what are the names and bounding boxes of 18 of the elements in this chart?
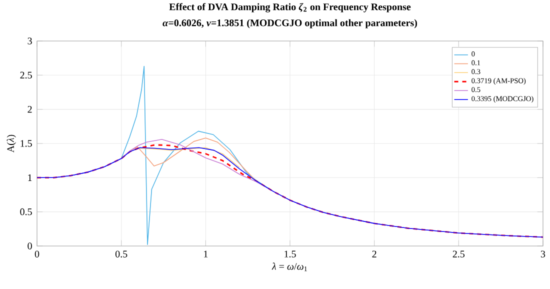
x-axis-title: λ = ω/ω$_{1}$ [272,262,307,272]
y-tick-label: 2 [28,106,32,113]
x-tick-label: 1.5 [284,250,296,258]
y-tick-label: 2.5 [20,72,32,79]
y-tick-label: 1.5 [20,140,32,147]
chart-title: Effect of DVA Damping Ratio ζ$_{2}$ on Frequency Response [169,3,411,12]
chart-subtitle: α=0.6026, ν=1.3851 (MODCGJO optimal other parameters) [162,19,417,28]
y-axis-title: A(λ) [6,134,16,152]
x-tick-label: 2.5 [452,250,465,258]
y-tick-label: 0 [28,242,32,250]
x-tick-label: 0 [34,250,40,258]
y-tick-label: 1 [28,174,32,181]
x-tick-label: 3 [540,250,546,258]
y-tick-label: 0.5 [20,208,32,216]
y-tick-label: 3 [28,38,32,44]
x-tick-label: 2 [372,250,376,258]
x-tick-label: 1 [204,250,208,258]
x-tick-label: 0.5 [115,250,128,258]
